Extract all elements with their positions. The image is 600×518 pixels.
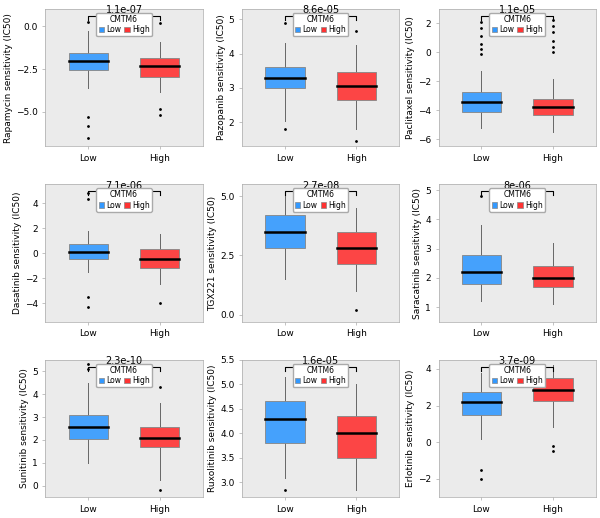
Y-axis label: TGX221 sensitivity (IC50): TGX221 sensitivity (IC50) — [208, 195, 217, 311]
Bar — [462, 254, 501, 284]
Legend: Low, High: Low, High — [293, 188, 349, 212]
Text: 1.6e-05: 1.6e-05 — [302, 356, 339, 366]
Text: 8e-06: 8e-06 — [503, 180, 531, 191]
Y-axis label: Dasatinib sensitivity (IC50): Dasatinib sensitivity (IC50) — [13, 192, 22, 314]
Bar — [533, 378, 572, 401]
Y-axis label: Erlotinib sensitivity (IC50): Erlotinib sensitivity (IC50) — [406, 370, 415, 487]
Bar — [533, 266, 572, 286]
Bar — [68, 244, 108, 260]
Bar — [337, 73, 376, 100]
Bar — [140, 427, 179, 447]
Legend: Low, High: Low, High — [490, 188, 545, 212]
Bar — [68, 415, 108, 439]
Legend: Low, High: Low, High — [293, 364, 349, 387]
Bar — [337, 416, 376, 458]
Text: 8.6e-05: 8.6e-05 — [302, 5, 339, 15]
Bar — [68, 53, 108, 70]
Text: 1.1e-07: 1.1e-07 — [106, 5, 143, 15]
Legend: Low, High: Low, High — [490, 13, 545, 36]
Bar — [533, 98, 572, 115]
Y-axis label: Rapamycin sensitivity (IC50): Rapamycin sensitivity (IC50) — [4, 12, 13, 142]
Text: 3.7e-09: 3.7e-09 — [499, 356, 536, 366]
Text: 2.7e-08: 2.7e-08 — [302, 180, 339, 191]
Y-axis label: Ruxolitinib sensitivity (IC50): Ruxolitinib sensitivity (IC50) — [208, 365, 217, 492]
Legend: Low, High: Low, High — [96, 364, 152, 387]
Legend: Low, High: Low, High — [293, 13, 349, 36]
Y-axis label: Sunitinib sensitivity (IC50): Sunitinib sensitivity (IC50) — [20, 368, 29, 488]
Text: 7.1e-06: 7.1e-06 — [106, 180, 143, 191]
Legend: Low, High: Low, High — [96, 188, 152, 212]
Y-axis label: Saracatinib sensitivity (IC50): Saracatinib sensitivity (IC50) — [413, 188, 422, 319]
Legend: Low, High: Low, High — [490, 364, 545, 387]
Bar — [337, 232, 376, 264]
Text: 2.3e-10: 2.3e-10 — [106, 356, 143, 366]
Text: 1.1e-05: 1.1e-05 — [499, 5, 536, 15]
Legend: Low, High: Low, High — [96, 13, 152, 36]
Bar — [140, 58, 179, 77]
Y-axis label: Paclitaxel sensitivity (IC50): Paclitaxel sensitivity (IC50) — [406, 16, 415, 139]
Bar — [265, 401, 305, 443]
Bar — [265, 67, 305, 88]
Bar — [140, 249, 179, 268]
Y-axis label: Pazopanib sensitivity (IC50): Pazopanib sensitivity (IC50) — [217, 15, 226, 140]
Bar — [462, 92, 501, 112]
Bar — [462, 392, 501, 415]
Bar — [265, 215, 305, 248]
